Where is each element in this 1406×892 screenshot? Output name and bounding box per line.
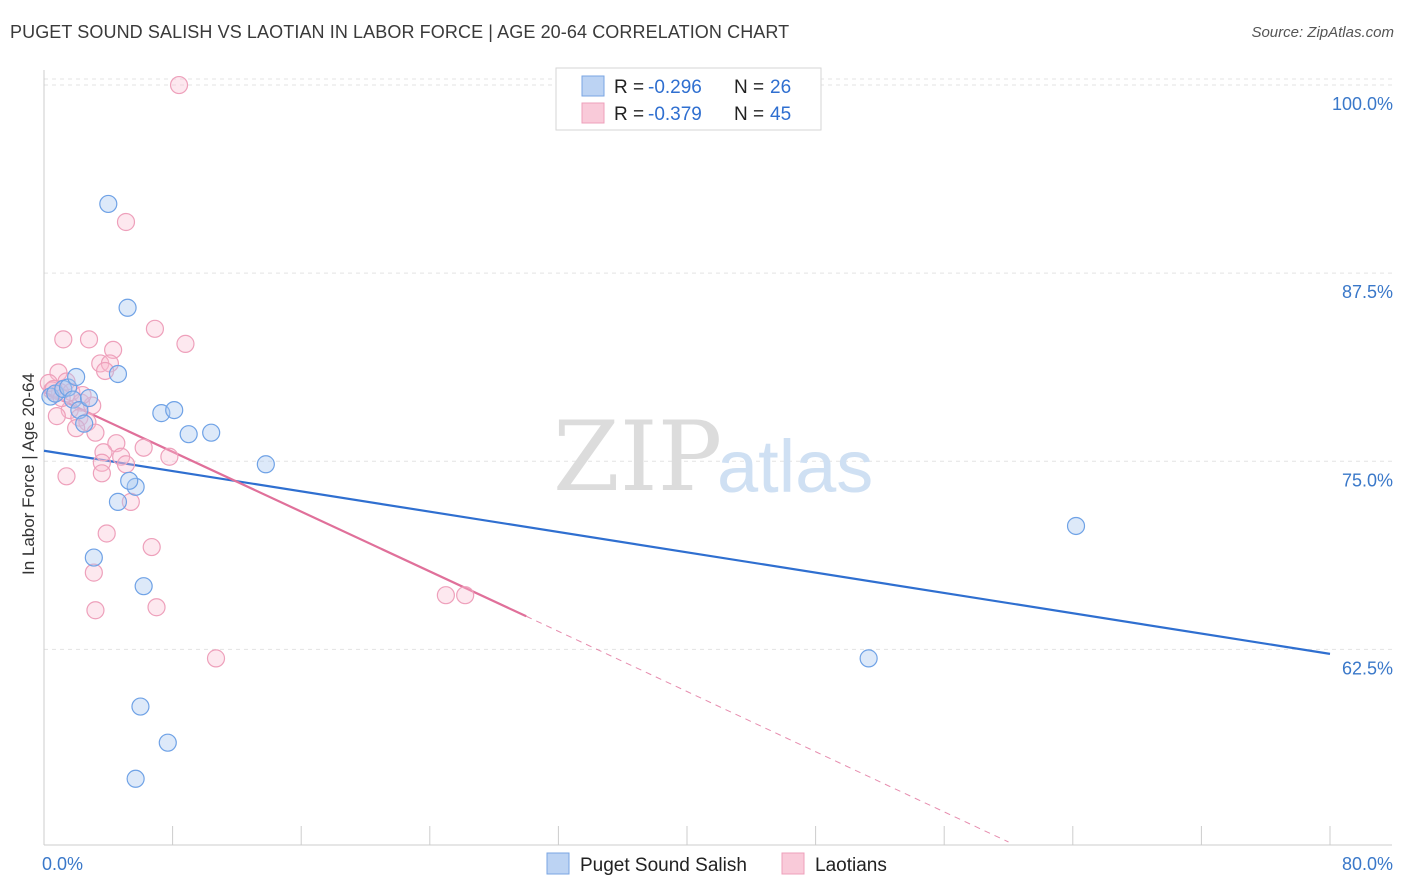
point-laotians <box>142 537 161 557</box>
point-puget-sound-salish <box>84 548 103 567</box>
point-laotians <box>92 464 111 483</box>
point-puget-sound-salish <box>108 364 128 384</box>
point-laotians <box>47 407 66 426</box>
axes <box>43 70 1392 846</box>
point-laotians <box>57 467 76 486</box>
legend-r-value-2: -0.379 <box>648 104 702 125</box>
point-puget-sound-salish <box>134 577 153 596</box>
y-axis-label: In Labor Force | Age 20-64 <box>19 373 38 575</box>
y-tick-label: 100.0% <box>1332 94 1393 114</box>
x-tick-label: 0.0% <box>42 854 83 874</box>
source-label: Source: ZipAtlas.com <box>1251 24 1394 41</box>
top-legend: R = -0.296 N = 26 R = -0.379 N = 45 <box>555 67 822 131</box>
point-puget-sound-salish <box>67 367 86 387</box>
point-puget-sound-salish <box>256 455 275 474</box>
bottom-legend: Puget Sound Salish Laotians <box>546 852 887 876</box>
bottom-legend-swatch-blue <box>546 852 570 875</box>
point-puget-sound-salish <box>179 425 198 444</box>
point-laotians <box>84 563 103 582</box>
point-laotians <box>134 438 153 457</box>
point-puget-sound-salish <box>1066 516 1086 536</box>
point-laotians <box>97 524 116 543</box>
point-laotians <box>107 434 126 453</box>
x-tick-label: 80.0% <box>1342 854 1393 874</box>
point-laotians <box>169 75 189 95</box>
legend-n-value-2: 45 <box>770 104 791 125</box>
point-puget-sound-salish <box>202 423 221 442</box>
chart-title: PUGET SOUND SALISH VS LAOTIAN IN LABOR F… <box>10 22 790 42</box>
data-points <box>39 75 1086 788</box>
point-puget-sound-salish <box>131 697 150 716</box>
legend-r-label-2: R = <box>614 104 644 125</box>
trend-line-laotians <box>43 391 527 618</box>
legend-n-label-2: N = <box>734 104 764 125</box>
bottom-legend-label-pink: Laotians <box>815 855 887 876</box>
bottom-legend-swatch-pink <box>781 852 805 875</box>
watermark: ZIP atlas <box>553 401 873 513</box>
point-laotians <box>436 586 455 605</box>
point-laotians <box>147 598 166 617</box>
point-laotians <box>176 334 195 353</box>
point-laotians <box>79 330 99 349</box>
point-puget-sound-salish <box>158 733 177 752</box>
trend-line-laotians-extension <box>526 615 1009 843</box>
point-laotians <box>456 586 475 605</box>
point-puget-sound-salish <box>118 298 137 317</box>
point-puget-sound-salish <box>165 400 184 420</box>
point-puget-sound-salish <box>120 471 139 490</box>
point-puget-sound-salish <box>70 400 89 420</box>
y-tick-label: 62.5% <box>1342 658 1393 678</box>
watermark-atlas: atlas <box>717 425 873 508</box>
point-puget-sound-salish <box>99 194 118 214</box>
point-puget-sound-salish <box>859 649 878 668</box>
point-laotians <box>104 340 123 360</box>
legend-swatch-blue <box>581 75 605 97</box>
point-puget-sound-salish <box>75 414 94 433</box>
grid <box>44 78 1392 650</box>
trend-line-puget-sound-salish <box>43 449 1331 655</box>
point-puget-sound-salish <box>126 769 145 788</box>
legend-n-value-1: 26 <box>770 77 791 98</box>
y-tick-labels: 62.5% 75.0% 87.5% 100.0% <box>1332 94 1393 678</box>
point-laotians <box>54 330 73 349</box>
bottom-legend-label-blue: Puget Sound Salish <box>580 855 747 876</box>
x-tick-labels: 0.0% 80.0% <box>42 854 1393 874</box>
legend-r-label-1: R = <box>614 77 644 98</box>
point-puget-sound-salish <box>63 390 83 409</box>
point-laotians <box>116 212 136 232</box>
watermark-zip: ZIP <box>553 401 722 513</box>
point-laotians <box>116 455 136 474</box>
trend-lines <box>43 391 1331 843</box>
legend-swatch-pink <box>581 102 605 124</box>
point-laotians <box>206 649 226 668</box>
point-laotians <box>86 601 105 620</box>
legend-r-value-1: -0.296 <box>648 77 702 98</box>
legend-n-label-1: N = <box>734 77 764 98</box>
y-tick-label: 75.0% <box>1342 470 1393 490</box>
point-laotians <box>160 447 179 466</box>
y-tick-label: 87.5% <box>1342 282 1393 302</box>
point-laotians <box>145 319 165 338</box>
point-puget-sound-salish <box>108 492 128 511</box>
point-puget-sound-salish <box>79 388 99 408</box>
point-laotians <box>92 453 111 472</box>
